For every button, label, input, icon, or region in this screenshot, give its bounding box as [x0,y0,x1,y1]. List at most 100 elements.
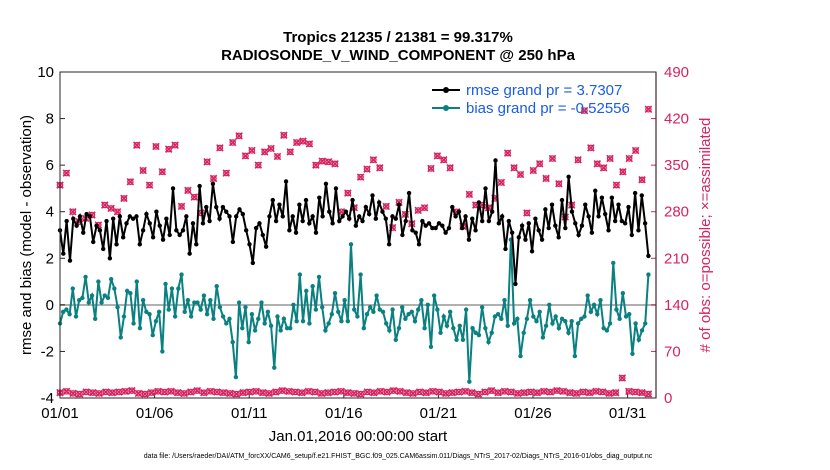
left-tick-label: 2 [46,250,54,267]
bias-point [281,316,287,322]
bias-point [108,277,114,282]
obs-possible-marker [242,152,249,160]
x-tick-label: 01/06 [136,405,174,422]
bias-point [451,325,456,331]
bias-point [259,300,264,305]
bias-point [470,325,475,331]
obs-assimilated-marker [526,388,535,396]
bias-point [463,307,469,312]
rmse-point [360,218,365,224]
bias-point [435,307,440,312]
bias-point [288,325,293,331]
obs-possible-marker [191,193,198,201]
obs-possible-marker [566,389,574,396]
rmse-point [84,211,89,217]
obs-assimilated-marker [376,164,384,172]
rmse-point [476,200,482,205]
obs-assimilated-marker [102,388,110,396]
obs-assimilated-marker [433,152,442,160]
obs-possible-marker [261,148,268,156]
bias-point [291,302,296,308]
obs-possible-marker [547,388,554,396]
rmse-point [629,232,635,238]
obs-possible-marker [514,390,521,397]
rmse-point [639,193,644,198]
obs-assimilated-marker [507,388,515,396]
obs-assimilated-marker [128,386,136,395]
obs-possible-marker [638,389,646,396]
obs-assimilated-marker [299,137,307,145]
bias-point [310,284,315,289]
bias-point [272,365,277,370]
obs-possible-marker [146,181,153,189]
rmse-point [267,214,272,219]
rmse-point [97,228,103,233]
rmse-point [200,221,206,226]
bias-point [556,325,562,331]
obs-possible-marker [549,155,556,162]
rmse-point [443,230,448,235]
rmse-point [386,242,392,247]
obs-assimilated-marker [152,142,160,151]
right-tick-label: 350 [664,157,689,174]
rmse-point [506,218,512,224]
obs-possible-marker [507,388,515,396]
bias-series-points [57,237,651,384]
y-axis-label-right: # of obs: o=possible; ×=assimilated [697,118,714,353]
bias-point [547,302,552,308]
obs-possible-marker [481,388,489,396]
bias-point [182,309,187,315]
bias-point [262,321,267,326]
obs-assimilated-marker [598,388,607,396]
rmse-point [280,214,285,219]
rmse-point [320,214,325,219]
rmse-point [470,216,475,221]
obs-assimilated-marker [265,389,273,398]
obs-possible-marker [619,168,627,176]
obs-assimilated-marker [448,388,457,397]
bias-point [492,314,498,319]
rmse-point [157,223,162,228]
bias-point [163,281,168,287]
obs-possible-marker [510,164,518,172]
bias-point [483,325,488,331]
obs-assimilated-marker [285,387,293,396]
obs-possible-marker [370,389,378,396]
obs-assimilated-marker [108,388,117,397]
bias-point [502,298,507,303]
obs-possible-marker [579,388,587,396]
bias-point [96,279,101,284]
bias-point [214,284,219,289]
obs-possible-marker [501,388,508,395]
obs-possible-marker [527,388,534,396]
obs-assimilated-marker [173,388,182,397]
obs-possible-marker [449,389,456,396]
rmse-point [413,230,418,235]
obs-assimilated-marker [235,132,243,140]
obs-possible-marker [63,169,70,177]
right-tick-label: 0 [664,390,672,407]
obs-assimilated-marker [222,169,231,177]
obs-possible-marker [331,388,338,396]
obs-assimilated-marker [324,158,333,166]
bias-point [460,337,466,342]
bias-point [336,309,341,315]
obs-assimilated-marker [441,389,450,398]
obs-assimilated-marker [203,158,211,166]
bias-point [147,311,152,317]
rmse-point [71,216,76,221]
bias-point [601,325,606,331]
obs-possible-marker [594,160,601,168]
rmse-point [646,253,651,259]
bias-point [265,309,271,315]
rmse-point [396,202,402,207]
obs-possible-marker [540,388,548,395]
bias-point [579,316,584,322]
bias-point [192,300,197,305]
rmse-point [453,214,458,219]
obs-assimilated-marker [435,388,443,396]
obs-possible-marker [233,390,240,398]
obs-assimilated-marker [260,148,269,156]
obs-possible-marker [293,139,300,146]
rmse-point [81,230,86,235]
